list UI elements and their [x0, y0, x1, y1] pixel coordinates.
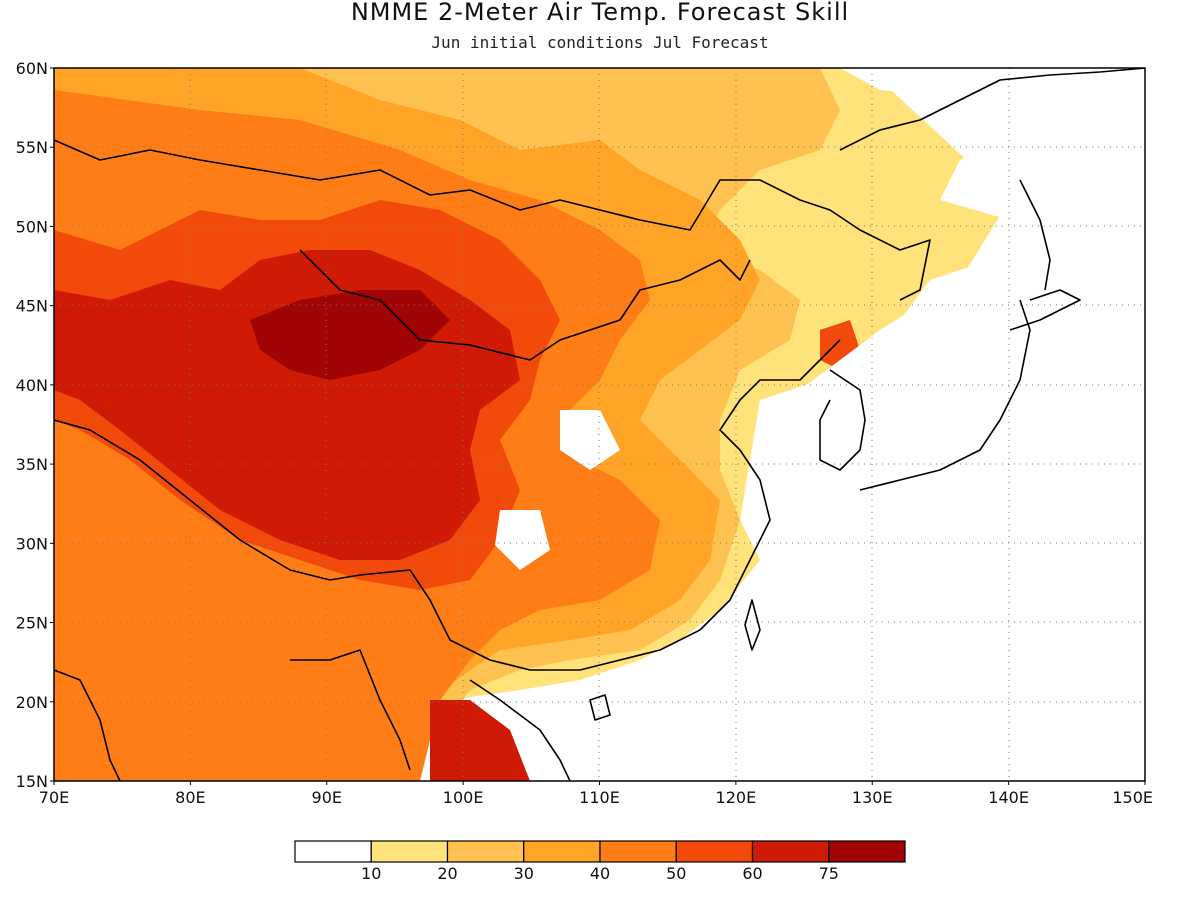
plot-area: [54, 68, 1145, 781]
x-tick-label: 100E: [443, 788, 484, 807]
indochina: [469, 679, 571, 781]
russia-far-east-coast: [839, 68, 1145, 151]
x-tick-label: 80E: [175, 788, 205, 807]
north-coast-border: [54, 139, 931, 301]
y-tick-label: 20N: [16, 693, 48, 712]
colorbar-swatch: [523, 840, 601, 863]
colorbar-labels: 10 20 30 40 50 60 75: [361, 864, 839, 883]
x-tick-label: 110E: [579, 788, 620, 807]
colorbar-label: 75: [819, 864, 839, 883]
india-coast: [54, 669, 121, 781]
china-south-border: [54, 419, 580, 671]
skill-band-white-east: [760, 70, 1145, 781]
japan-honshu: [859, 299, 1031, 491]
map-subtitle: Jun initial conditions Jul Forecast: [431, 33, 769, 52]
colorbar-label: 30: [514, 864, 534, 883]
map-title: NMME 2-Meter Air Temp. Forecast Skill: [350, 0, 850, 26]
mongolia-border: [299, 249, 751, 361]
colorbar-label: 10: [361, 864, 381, 883]
bay-of-bengal: [290, 649, 411, 771]
y-tick-label: 55N: [16, 138, 48, 157]
x-tick-label: 150E: [1112, 788, 1153, 807]
x-axis-ticks: 70E 80E 90E 100E 110E 120E 130E 140E 150E: [39, 781, 1153, 807]
y-tick-label: 25N: [16, 614, 48, 633]
east-coast-china: [579, 339, 841, 671]
korea: [819, 369, 866, 471]
skill-band-60-75-south: [430, 700, 530, 781]
x-tick-label: 140E: [988, 788, 1029, 807]
colorbar-label: 40: [590, 864, 610, 883]
x-tick-label: 70E: [39, 788, 69, 807]
colorbar-swatch: [751, 840, 830, 863]
colorbar-swatch: [828, 840, 906, 863]
x-tick-label: 130E: [852, 788, 893, 807]
x-tick-label: 90E: [312, 788, 342, 807]
skill-band-over-75: [250, 290, 450, 380]
y-tick-label: 30N: [16, 534, 48, 553]
x-tick-label: 120E: [716, 788, 757, 807]
colorbar-swatch: [446, 840, 525, 863]
colorbar-label: 50: [666, 864, 686, 883]
y-tick-label: 60N: [16, 59, 48, 78]
hainan: [589, 694, 611, 721]
y-tick-label: 15N: [16, 772, 48, 791]
skill-fill-layer: [54, 68, 1145, 781]
taiwan: [744, 599, 761, 651]
sakhalin: [1019, 179, 1051, 291]
japan-hokkaido: [1009, 289, 1081, 331]
y-tick-label: 35N: [16, 455, 48, 474]
colorbar-swatch: [370, 840, 449, 863]
colorbar-swatch: [675, 840, 754, 863]
colorbar-swatch: [294, 840, 372, 863]
y-tick-label: 40N: [16, 376, 48, 395]
colorbar-swatch: [599, 840, 677, 863]
skill-band-white-patch: [560, 410, 620, 470]
gridlines: [54, 68, 1145, 781]
colorbar-label: 20: [437, 864, 457, 883]
coastlines-and-borders: [54, 68, 1145, 781]
y-axis-ticks: 15N 20N 25N 30N 35N 40N 45N 50N 55N 60N: [16, 59, 54, 791]
colorbar: [294, 840, 906, 863]
y-tick-label: 50N: [16, 217, 48, 236]
colorbar-label: 60: [742, 864, 762, 883]
y-tick-label: 45N: [16, 297, 48, 316]
skill-band-white-patch-2: [495, 510, 550, 570]
